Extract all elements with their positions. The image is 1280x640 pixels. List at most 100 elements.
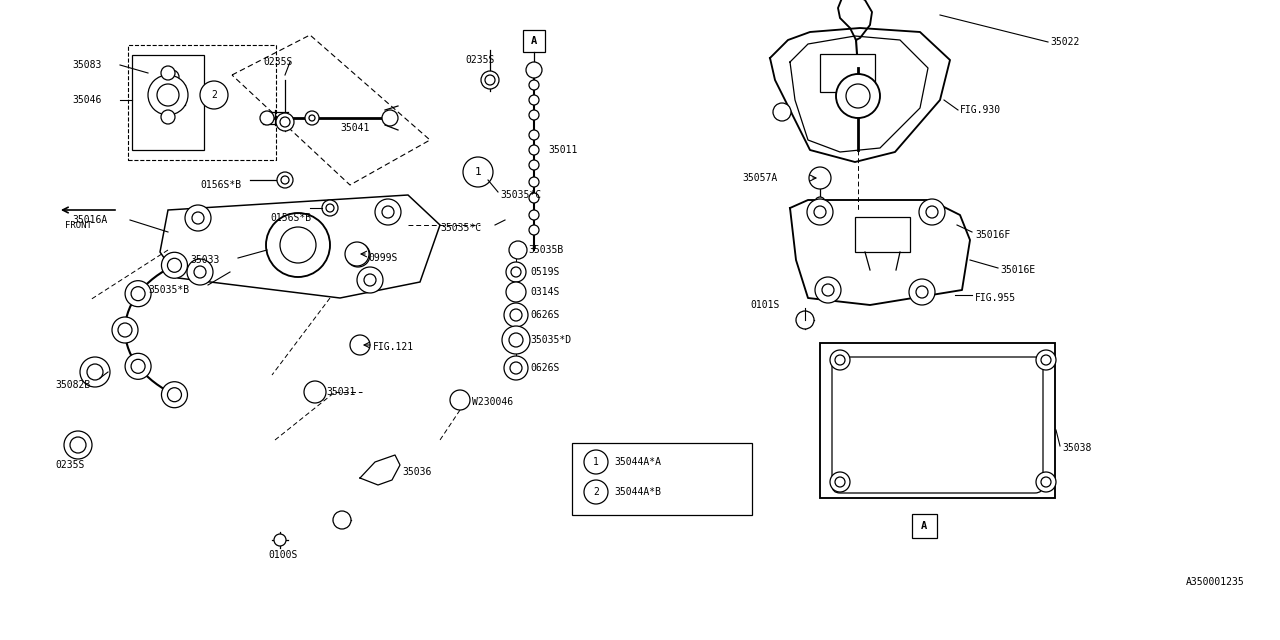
Circle shape xyxy=(529,177,539,187)
Text: 0314S: 0314S xyxy=(530,287,559,297)
Text: 35082B: 35082B xyxy=(55,380,91,390)
Text: 35044A*A: 35044A*A xyxy=(614,457,660,467)
Circle shape xyxy=(308,115,315,121)
Text: 0519S: 0519S xyxy=(530,267,559,277)
Circle shape xyxy=(186,205,211,231)
Text: 0235S: 0235S xyxy=(465,55,494,65)
Circle shape xyxy=(113,317,138,343)
Circle shape xyxy=(381,206,394,218)
Circle shape xyxy=(333,511,351,529)
Circle shape xyxy=(529,130,539,140)
Circle shape xyxy=(809,167,831,189)
Text: 35041: 35041 xyxy=(340,123,370,133)
Text: 35035B: 35035B xyxy=(529,245,563,255)
Circle shape xyxy=(506,262,526,282)
Text: 35057A: 35057A xyxy=(742,173,777,183)
Circle shape xyxy=(502,326,530,354)
Text: 35035*C: 35035*C xyxy=(440,223,481,233)
Circle shape xyxy=(346,242,369,266)
Circle shape xyxy=(280,117,291,127)
Circle shape xyxy=(274,534,285,546)
Text: 35035*B: 35035*B xyxy=(148,285,189,295)
Text: 35036: 35036 xyxy=(402,467,431,477)
Circle shape xyxy=(1036,350,1056,370)
Circle shape xyxy=(504,303,529,327)
Text: 35033: 35033 xyxy=(189,255,219,265)
Circle shape xyxy=(282,176,289,184)
Circle shape xyxy=(364,274,376,286)
Text: 35044A*B: 35044A*B xyxy=(614,487,660,497)
Circle shape xyxy=(64,431,92,459)
Circle shape xyxy=(529,145,539,155)
Circle shape xyxy=(165,70,179,84)
Bar xyxy=(820,343,1055,498)
Circle shape xyxy=(509,309,522,321)
Circle shape xyxy=(168,388,182,402)
Circle shape xyxy=(509,241,527,259)
Text: 2: 2 xyxy=(211,90,216,100)
Circle shape xyxy=(1041,477,1051,487)
Text: 0100S: 0100S xyxy=(268,550,297,560)
Circle shape xyxy=(357,267,383,293)
Circle shape xyxy=(815,197,826,207)
Text: A350001235: A350001235 xyxy=(1187,577,1245,587)
Text: 35083: 35083 xyxy=(72,60,101,70)
Circle shape xyxy=(509,362,522,374)
Circle shape xyxy=(796,311,814,329)
Circle shape xyxy=(200,81,228,109)
FancyBboxPatch shape xyxy=(832,357,1043,493)
Polygon shape xyxy=(160,195,440,298)
Text: 35031: 35031 xyxy=(326,387,356,397)
Text: 0626S: 0626S xyxy=(530,310,559,320)
Circle shape xyxy=(305,111,319,125)
Circle shape xyxy=(125,353,151,380)
Bar xyxy=(855,217,910,252)
Text: W230046: W230046 xyxy=(472,397,513,407)
Circle shape xyxy=(919,199,945,225)
Circle shape xyxy=(70,437,86,453)
Circle shape xyxy=(529,225,539,235)
Text: 35016E: 35016E xyxy=(1000,265,1036,275)
Circle shape xyxy=(815,277,841,303)
Circle shape xyxy=(529,160,539,170)
Text: 35016F: 35016F xyxy=(975,230,1010,240)
Circle shape xyxy=(806,199,833,225)
Circle shape xyxy=(346,243,370,267)
Text: FIG.930: FIG.930 xyxy=(960,105,1001,115)
Circle shape xyxy=(375,199,401,225)
Text: A: A xyxy=(531,36,538,46)
Text: FRONT: FRONT xyxy=(65,221,92,230)
Text: 0156S*B: 0156S*B xyxy=(270,213,311,223)
Circle shape xyxy=(305,381,326,403)
Circle shape xyxy=(584,480,608,504)
Circle shape xyxy=(584,450,608,474)
Circle shape xyxy=(909,279,934,305)
Circle shape xyxy=(481,71,499,89)
Text: 35035*C: 35035*C xyxy=(500,190,541,200)
Circle shape xyxy=(148,75,188,115)
Circle shape xyxy=(161,252,187,278)
Text: 2: 2 xyxy=(593,487,599,497)
Circle shape xyxy=(526,62,541,78)
Bar xyxy=(820,54,876,92)
Circle shape xyxy=(349,335,370,355)
Text: 1: 1 xyxy=(475,167,481,177)
Circle shape xyxy=(168,259,182,272)
Text: 0235S: 0235S xyxy=(262,57,292,67)
Circle shape xyxy=(916,286,928,298)
Circle shape xyxy=(195,266,206,278)
Circle shape xyxy=(131,287,145,301)
Text: 35038: 35038 xyxy=(1062,443,1092,453)
Text: 0626S: 0626S xyxy=(530,363,559,373)
Text: A: A xyxy=(920,521,927,531)
Circle shape xyxy=(529,193,539,203)
Circle shape xyxy=(529,95,539,105)
Text: 35035*D: 35035*D xyxy=(530,335,571,345)
Circle shape xyxy=(276,172,293,188)
Circle shape xyxy=(266,213,330,277)
Circle shape xyxy=(161,381,187,408)
Circle shape xyxy=(925,206,938,218)
Circle shape xyxy=(485,75,495,85)
Circle shape xyxy=(81,357,110,387)
Circle shape xyxy=(835,355,845,365)
